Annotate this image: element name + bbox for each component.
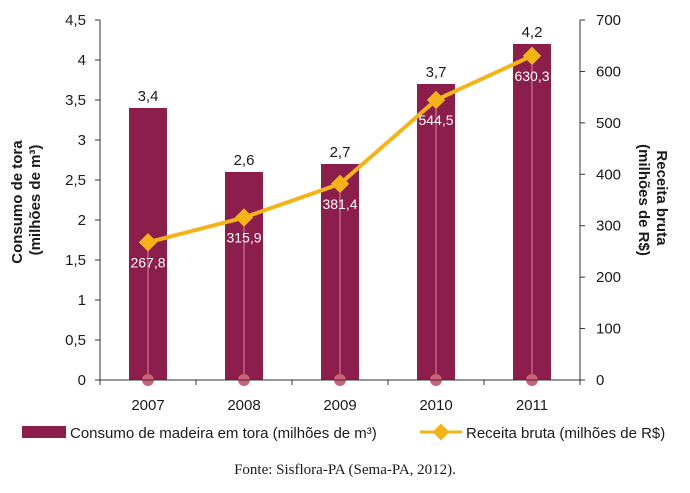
line-series bbox=[138, 46, 542, 252]
left-tick-label: 2 bbox=[78, 212, 86, 229]
left-tick-label: 1,5 bbox=[65, 252, 86, 269]
left-axis-ticks: 0 0,5 1 1,5 2 2,5 3 3,5 4 4,5 bbox=[65, 12, 100, 389]
left-tick-label: 1 bbox=[78, 292, 86, 309]
left-tick-label: 4 bbox=[78, 52, 86, 69]
line-data-labels: 267,8 315,9 381,4 544,5 630,3 bbox=[130, 68, 549, 270]
legend-swatch-bar bbox=[22, 426, 66, 438]
right-axis-title-line1: Receita bruta bbox=[653, 150, 670, 246]
line-data-label: 315,9 bbox=[226, 230, 261, 246]
right-tick-label: 200 bbox=[596, 269, 621, 286]
line-marker bbox=[426, 90, 446, 110]
left-tick-label: 0 bbox=[78, 372, 86, 389]
line-marker bbox=[138, 233, 158, 252]
right-tick-label: 500 bbox=[596, 115, 621, 132]
chart: 0 0,5 1 1,5 2 2,5 3 3,5 4 4,5 0 100 200 300 400 500 600… bbox=[9, 12, 670, 442]
x-tick-label: 2010 bbox=[419, 397, 452, 414]
right-tick-label: 400 bbox=[596, 166, 621, 183]
right-axis-ticks: 0 100 200 300 400 500 600 700 bbox=[580, 12, 621, 389]
left-axis-title: Consumo de tora (milhões de m³) bbox=[9, 136, 44, 264]
right-tick-label: 600 bbox=[596, 63, 621, 80]
legend-label-line: Receita bruta (milhões de R$) bbox=[466, 425, 665, 442]
line-marker bbox=[330, 174, 350, 194]
legend: Consumo de madeira em tora (milhões de m… bbox=[22, 423, 665, 442]
x-tick-label: 2008 bbox=[227, 397, 260, 414]
line-data-label: 267,8 bbox=[130, 254, 165, 270]
right-tick-label: 700 bbox=[596, 12, 621, 29]
left-axis-title-line2: (milhões de m³) bbox=[27, 145, 44, 256]
bar-data-label: 2,7 bbox=[330, 144, 351, 161]
bar-data-labels: 3,4 2,6 2,7 3,7 4,2 bbox=[138, 24, 543, 169]
right-axis-title: Receita bruta (milhões de R$) bbox=[635, 144, 670, 256]
x-tick-label: 2009 bbox=[323, 397, 356, 414]
line-marker bbox=[522, 46, 542, 66]
left-tick-label: 4,5 bbox=[65, 12, 86, 29]
legend-label-bar: Consumo de madeira em tora (milhões de m… bbox=[70, 425, 377, 442]
line-marker bbox=[234, 208, 254, 227]
left-tick-label: 2,5 bbox=[65, 172, 86, 189]
right-tick-label: 0 bbox=[596, 372, 604, 389]
x-tick-label: 2007 bbox=[131, 397, 164, 414]
x-tick-label: 2011 bbox=[516, 397, 548, 414]
left-axis-title-line1: Consumo de tora bbox=[9, 140, 26, 264]
right-tick-label: 300 bbox=[596, 218, 621, 235]
bar-data-label: 2,6 bbox=[234, 152, 255, 169]
right-axis-title-line2: (milhões de R$) bbox=[635, 144, 652, 256]
legend-swatch-marker bbox=[432, 423, 450, 441]
source-note: Fonte: Sisflora-PA (Sema-PA, 2012). bbox=[234, 462, 456, 478]
x-axis-ticks: 2007 2008 2009 2010 2011 bbox=[99, 380, 581, 414]
line-data-label: 381,4 bbox=[322, 196, 357, 212]
drop-lines bbox=[142, 55, 538, 386]
left-tick-label: 3 bbox=[78, 132, 86, 149]
left-tick-label: 3,5 bbox=[65, 92, 86, 109]
right-tick-label: 100 bbox=[596, 321, 621, 338]
left-tick-label: 0,5 bbox=[65, 332, 86, 349]
line-data-label: 630,3 bbox=[514, 68, 549, 84]
bar-data-label: 4,2 bbox=[522, 24, 543, 41]
bar-data-label: 3,4 bbox=[138, 88, 159, 105]
line-data-label: 544,5 bbox=[418, 112, 453, 128]
bar-data-label: 3,7 bbox=[426, 64, 447, 81]
